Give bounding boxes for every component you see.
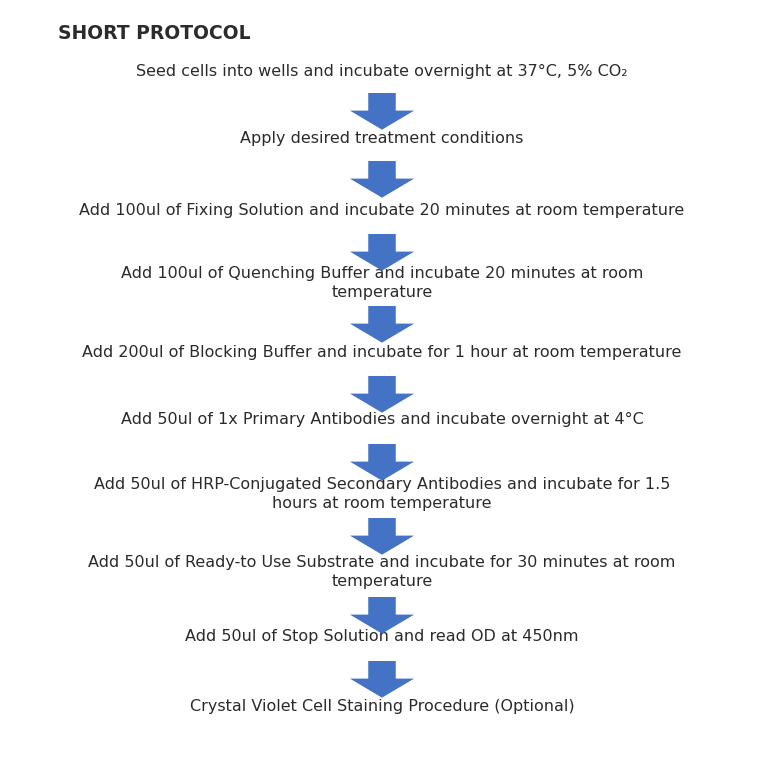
Polygon shape: [350, 306, 414, 343]
Text: Add 200ul of Blocking Buffer and incubate for 1 hour at room temperature: Add 200ul of Blocking Buffer and incubat…: [83, 345, 681, 361]
Polygon shape: [350, 518, 414, 555]
Polygon shape: [350, 234, 414, 270]
Text: Add 100ul of Fixing Solution and incubate 20 minutes at room temperature: Add 100ul of Fixing Solution and incubat…: [79, 202, 685, 218]
Text: Add 50ul of HRP-Conjugated Secondary Antibodies and incubate for 1.5
hours at ro: Add 50ul of HRP-Conjugated Secondary Ant…: [94, 478, 670, 511]
Text: Add 100ul of Quenching Buffer and incubate 20 minutes at room
temperature: Add 100ul of Quenching Buffer and incuba…: [121, 266, 643, 299]
Polygon shape: [350, 661, 414, 698]
Polygon shape: [350, 93, 414, 130]
Text: Apply desired treatment conditions: Apply desired treatment conditions: [241, 131, 523, 145]
Text: SHORT PROTOCOL: SHORT PROTOCOL: [58, 24, 251, 43]
Text: Add 50ul of 1x Primary Antibodies and incubate overnight at 4°C: Add 50ul of 1x Primary Antibodies and in…: [121, 412, 643, 426]
Text: Seed cells into wells and incubate overnight at 37°C, 5% CO₂: Seed cells into wells and incubate overn…: [136, 63, 628, 79]
Polygon shape: [350, 444, 414, 481]
Text: Add 50ul of Stop Solution and read OD at 450nm: Add 50ul of Stop Solution and read OD at…: [185, 630, 579, 645]
Text: Crystal Violet Cell Staining Procedure (Optional): Crystal Violet Cell Staining Procedure (…: [189, 700, 575, 714]
Text: Add 50ul of Ready-to Use Substrate and incubate for 30 minutes at room
temperatu: Add 50ul of Ready-to Use Substrate and i…: [89, 555, 675, 589]
Polygon shape: [350, 597, 414, 633]
Polygon shape: [350, 376, 414, 413]
Polygon shape: [350, 161, 414, 198]
